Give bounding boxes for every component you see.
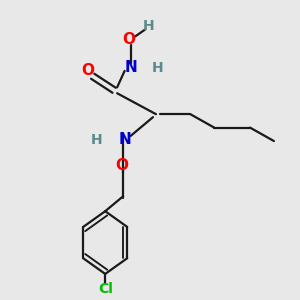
- Text: O: O: [123, 32, 136, 47]
- Text: O: O: [81, 63, 94, 78]
- Text: N: N: [118, 132, 131, 147]
- Text: H: H: [152, 61, 163, 75]
- Text: Cl: Cl: [98, 283, 112, 296]
- Text: H: H: [143, 19, 154, 33]
- Text: O: O: [115, 158, 128, 173]
- Text: N: N: [124, 60, 137, 75]
- Text: H: H: [90, 133, 102, 146]
